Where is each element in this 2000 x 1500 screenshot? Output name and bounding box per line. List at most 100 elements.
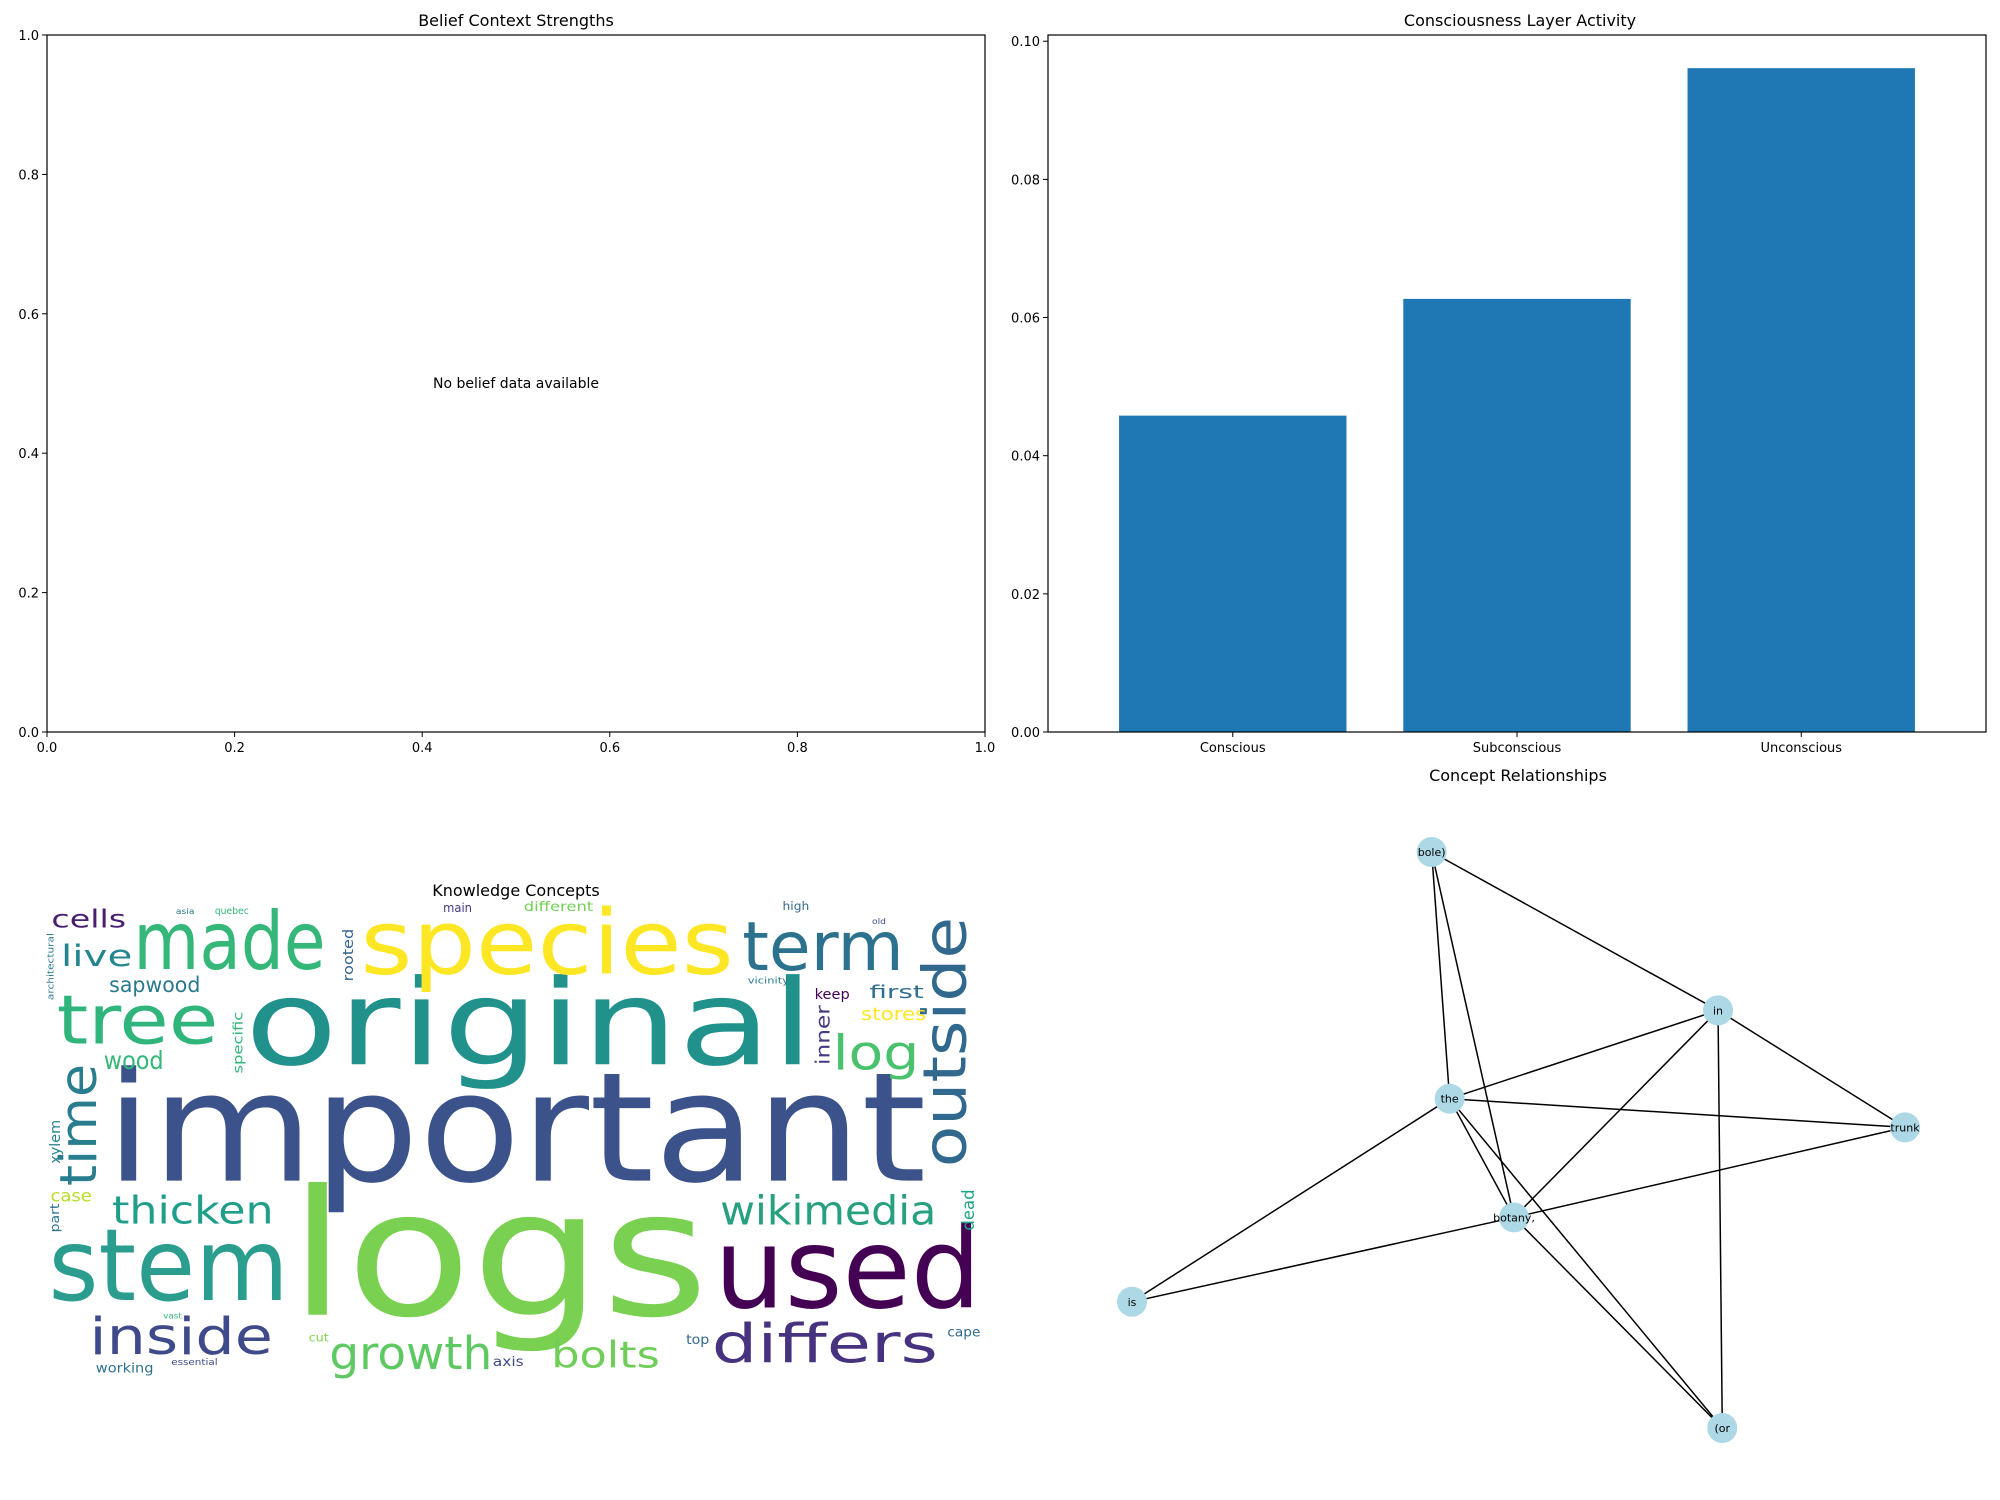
word: tree <box>57 982 219 1060</box>
word: part <box>48 1203 62 1232</box>
network-node <box>1434 1083 1465 1114</box>
word: architectural <box>47 933 57 1000</box>
consciousness-layer-panel: Consciousness Layer Activity Conscious Su… <box>1011 11 1987 756</box>
wordcloud-title: Knowledge Concepts <box>432 881 600 900</box>
bar-x-tick-label: Subconscious <box>1473 741 1562 756</box>
word: high <box>783 900 810 913</box>
word: live <box>61 939 132 974</box>
word: wood <box>104 1046 164 1075</box>
word: keep <box>815 986 850 1003</box>
network-node-label: the <box>1441 1093 1459 1106</box>
word: used <box>714 1205 981 1334</box>
word: quebec <box>215 906 249 917</box>
network-node <box>1707 1413 1738 1443</box>
belief-chart-title: Belief Context Strengths <box>418 11 614 30</box>
bar-x-axis: Conscious Subconscious Unconscious <box>1200 732 1842 756</box>
word: xylem <box>47 1120 64 1164</box>
belief-x-tick-label: 0.4 <box>412 741 433 756</box>
bar-y-tick-label: 0.04 <box>1011 450 1040 465</box>
word: species <box>360 890 734 994</box>
network-edge <box>1430 851 1451 1099</box>
bar-subconscious <box>1403 298 1631 732</box>
network-node-label: bole) <box>1418 846 1446 859</box>
bar-y-axis: 0.00 0.02 0.04 0.06 0.08 0.10 <box>1011 35 1048 741</box>
bar-y-tick-label: 0.00 <box>1011 726 1040 741</box>
belief-x-tick-label: 0.2 <box>224 741 245 756</box>
network-edge <box>1513 1009 1719 1218</box>
network-edge <box>1430 851 1515 1218</box>
bar-y-tick-label: 0.06 <box>1011 312 1040 327</box>
word: vicinity <box>748 977 789 987</box>
word: outside <box>911 917 980 1167</box>
word: main <box>443 901 472 915</box>
network-edge <box>1513 1216 1723 1429</box>
word: cut <box>309 1331 330 1344</box>
word: dead <box>959 1189 979 1230</box>
network-edge <box>1513 1126 1906 1219</box>
network-node-label: trunk <box>1890 1121 1920 1134</box>
word: thicken <box>112 1188 274 1233</box>
belief-context-panel: Belief Context Strengths No belief data … <box>18 11 995 756</box>
belief-x-tick-label: 0.0 <box>37 741 58 756</box>
word: working <box>96 1360 154 1376</box>
network-edge <box>1131 1098 1451 1303</box>
bar-y-tick-label: 0.10 <box>1011 35 1040 50</box>
word: term <box>742 908 904 986</box>
word: different <box>524 900 594 915</box>
bar-x-tick-label: Conscious <box>1200 741 1266 756</box>
word: cells <box>51 905 126 934</box>
word: asia <box>176 907 195 916</box>
word: vast <box>163 1312 182 1321</box>
word: growth <box>329 1327 492 1380</box>
word: inside <box>89 1308 273 1367</box>
belief-x-tick-label: 0.8 <box>787 741 808 756</box>
network-node <box>1890 1112 1920 1143</box>
network-edge <box>1448 1098 1515 1218</box>
no-belief-data-message: No belief data available <box>433 376 599 392</box>
word: stem <box>49 1207 289 1324</box>
belief-y-tick-label: 0.2 <box>18 587 39 602</box>
word: log <box>833 1026 920 1082</box>
bar-conscious <box>1119 415 1347 732</box>
network-edge <box>1449 1097 1906 1129</box>
word: differs <box>712 1312 938 1375</box>
network-edge <box>1717 1009 1906 1129</box>
belief-y-axis: 0.0 0.2 0.4 0.6 0.8 1.0 <box>18 29 47 741</box>
word: specific <box>232 1012 247 1074</box>
word: cape <box>947 1324 980 1340</box>
belief-y-tick-label: 0.6 <box>18 308 39 323</box>
network-node-label: is <box>1128 1296 1137 1309</box>
network-node <box>1117 1286 1147 1317</box>
word: axis <box>493 1355 524 1370</box>
belief-y-tick-label: 0.0 <box>18 726 39 741</box>
word: bolts <box>551 1333 660 1376</box>
bar-y-tick-label: 0.02 <box>1011 588 1040 603</box>
belief-y-tick-label: 1.0 <box>18 29 39 44</box>
word: essential <box>171 1358 217 1368</box>
word: made <box>133 895 325 988</box>
bar-x-tick-label: Unconscious <box>1760 741 1842 756</box>
network-edge <box>1431 851 1719 1011</box>
network-title: Concept Relationships <box>1429 766 1607 785</box>
bar-series <box>1119 68 1915 732</box>
bar-unconscious <box>1687 68 1915 732</box>
word: original <box>245 954 814 1092</box>
network-edge <box>1717 1010 1724 1429</box>
word: rooted <box>340 929 357 982</box>
belief-x-tick-label: 0.6 <box>599 741 620 756</box>
network-node <box>1416 837 1447 867</box>
concept-relationships-panel: Concept Relationships bole) in the trunk bot… <box>1117 766 1920 1443</box>
word: logs <box>289 1154 709 1357</box>
network-node-label: in <box>1713 1004 1723 1017</box>
network-node <box>1703 995 1734 1026</box>
belief-x-tick-label: 1.0 <box>975 741 996 756</box>
word: top <box>686 1333 709 1348</box>
network-edge <box>1449 1098 1723 1429</box>
network-node <box>1499 1202 1530 1233</box>
bar-chart-title: Consciousness Layer Activity <box>1404 11 1636 30</box>
word: wikimedia <box>720 1188 936 1234</box>
